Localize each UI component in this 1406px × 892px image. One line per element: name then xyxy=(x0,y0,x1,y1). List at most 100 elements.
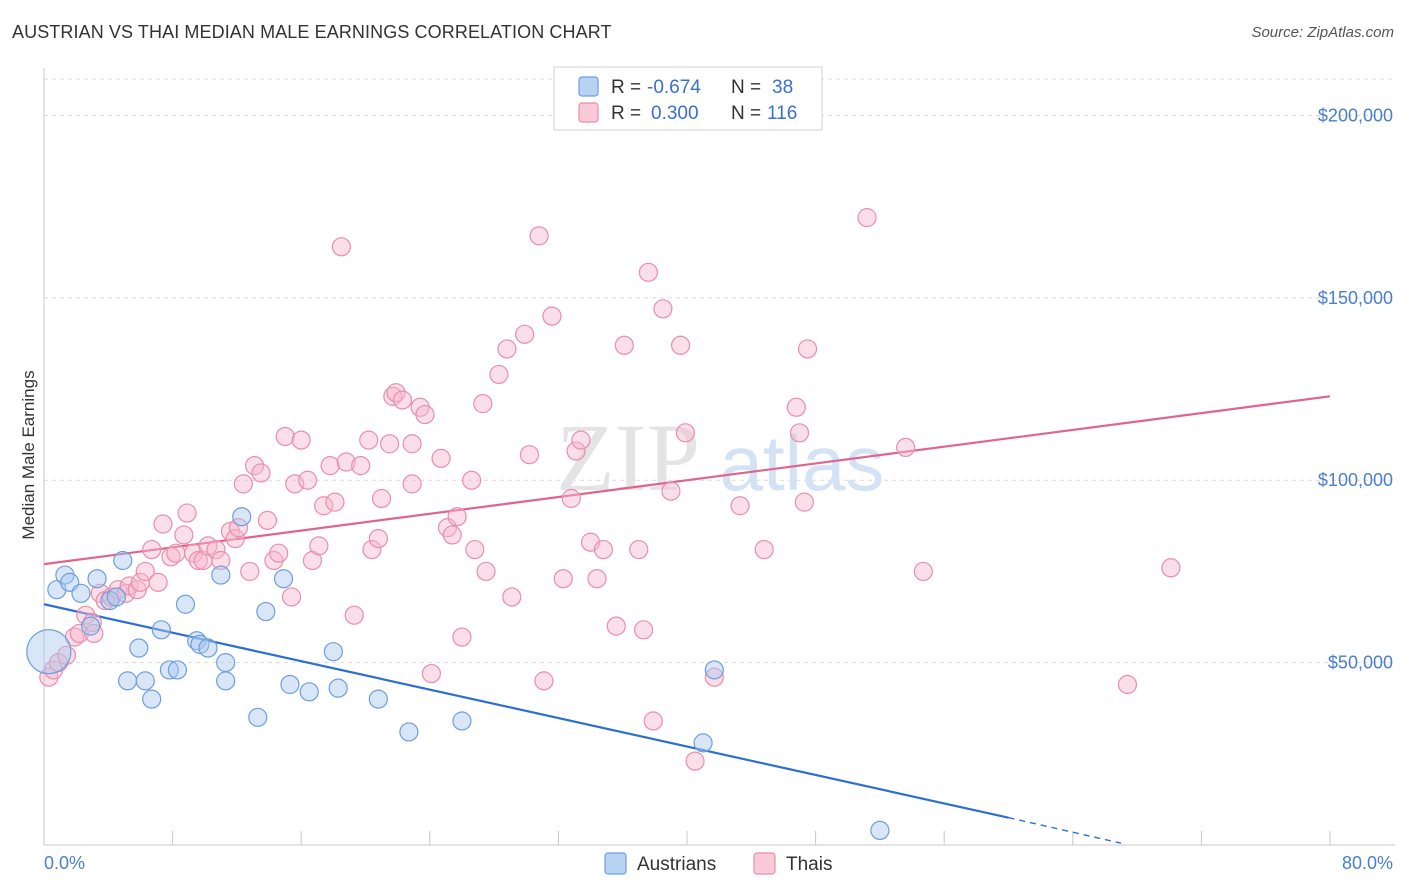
thai-point xyxy=(638,262,659,282)
thai-point xyxy=(629,539,649,560)
thai-point xyxy=(476,561,496,582)
austrian-point xyxy=(693,733,713,753)
austrian-point xyxy=(216,671,236,691)
thai-point xyxy=(269,543,289,563)
thais-trend-line xyxy=(43,395,1331,566)
austrian-point xyxy=(135,671,155,691)
stats-legend: R = -0.674 N = 38 R = 0.300 N = 116 xyxy=(553,66,823,131)
chart-title: AUSTRIAN VS THAI MEDIAN MALE EARNINGS CO… xyxy=(12,22,612,42)
x-tick-label: 80.0% xyxy=(1342,853,1393,873)
thai-point xyxy=(320,456,340,476)
legend-r-value-blue: -0.674 xyxy=(647,77,701,98)
thai-point xyxy=(402,474,422,494)
legend-swatch-blue xyxy=(578,76,599,97)
austrian-point xyxy=(273,569,294,589)
thai-point xyxy=(553,569,573,589)
y-tick-label: $150,000 xyxy=(1318,288,1393,308)
thai-point xyxy=(351,456,371,476)
thai-point xyxy=(325,492,345,512)
austrian-point xyxy=(81,616,101,636)
thai-point xyxy=(661,481,681,501)
austrian-point xyxy=(211,565,231,585)
thai-point xyxy=(359,430,379,450)
x-tick-labels: 0.0% 80.0% xyxy=(44,853,1393,873)
thai-point xyxy=(336,452,356,472)
thai-point xyxy=(534,671,554,691)
thai-point xyxy=(371,488,392,509)
thai-point xyxy=(142,539,162,560)
legend-n-value-blue: 38 xyxy=(772,77,793,98)
austrian-point xyxy=(368,689,388,709)
thai-point xyxy=(442,525,462,545)
thai-point xyxy=(473,394,493,414)
thai-point xyxy=(561,488,581,509)
thai-point xyxy=(69,623,89,644)
austrian-point xyxy=(323,642,343,662)
x-tick-label: 0.0% xyxy=(44,853,85,873)
thai-point xyxy=(593,539,614,560)
thai-point xyxy=(392,390,413,410)
thai-point xyxy=(188,550,208,571)
thai-point xyxy=(380,434,400,454)
austrian-point xyxy=(299,682,319,702)
thai-point xyxy=(465,539,485,560)
thai-point xyxy=(244,456,265,476)
thai-point xyxy=(402,434,422,454)
austrian-point xyxy=(399,722,419,742)
thai-point xyxy=(1161,558,1181,578)
thai-point xyxy=(675,423,695,443)
thai-point xyxy=(461,470,482,490)
legend-r-label-blue: R = xyxy=(611,77,641,98)
austrian-point xyxy=(175,594,196,614)
legend-r-label-pink: R = xyxy=(611,103,641,124)
thai-point xyxy=(643,711,663,731)
thai-point xyxy=(174,525,194,545)
thai-point xyxy=(331,237,351,257)
thai-point xyxy=(211,550,231,571)
thai-point xyxy=(298,470,318,490)
legend-n-value-pink: 116 xyxy=(767,103,797,124)
austrian-point xyxy=(100,591,120,611)
thai-point xyxy=(240,561,260,582)
y-tick-label: $200,000 xyxy=(1318,105,1393,125)
y-tick-label: $50,000 xyxy=(1328,653,1393,673)
austrian-point xyxy=(248,707,268,727)
austrian-point xyxy=(129,638,149,658)
thai-point xyxy=(633,620,654,640)
austrian-point xyxy=(187,631,207,651)
thai-point xyxy=(566,441,586,461)
legend-thais-swatch xyxy=(753,852,776,875)
thai-point xyxy=(587,569,607,589)
thai-point xyxy=(794,492,814,512)
thai-point xyxy=(225,528,245,549)
legend-r-value-pink: 0.300 xyxy=(651,103,699,124)
thai-point xyxy=(519,445,540,465)
thai-point xyxy=(177,503,197,523)
austrians-points xyxy=(26,507,890,841)
legend-austrians-label: Austrians xyxy=(637,854,716,875)
thai-point xyxy=(166,543,186,563)
thai-point xyxy=(135,561,155,582)
thai-point xyxy=(257,510,278,530)
thai-point xyxy=(383,386,403,406)
y-tick-label: $100,000 xyxy=(1318,470,1393,490)
austrian-point xyxy=(113,550,133,571)
thai-point xyxy=(685,751,705,771)
thai-point xyxy=(285,474,305,494)
austrians-trend-extension xyxy=(1008,816,1122,844)
austrian-point xyxy=(117,671,138,691)
thai-point xyxy=(76,605,96,625)
thai-point xyxy=(653,299,673,319)
y-tick-labels: $50,000 $100,000 $150,000 $200,000 xyxy=(1318,105,1393,672)
thai-point xyxy=(291,430,311,450)
thai-point xyxy=(368,528,388,549)
legend-thais-label: Thais xyxy=(786,854,832,875)
thai-point xyxy=(896,437,916,458)
thais-points xyxy=(39,208,1181,771)
thai-point xyxy=(730,496,750,516)
austrian-point xyxy=(87,569,107,589)
thai-point xyxy=(431,448,451,468)
legend-austrians-swatch xyxy=(604,852,627,875)
thai-point xyxy=(206,539,226,560)
